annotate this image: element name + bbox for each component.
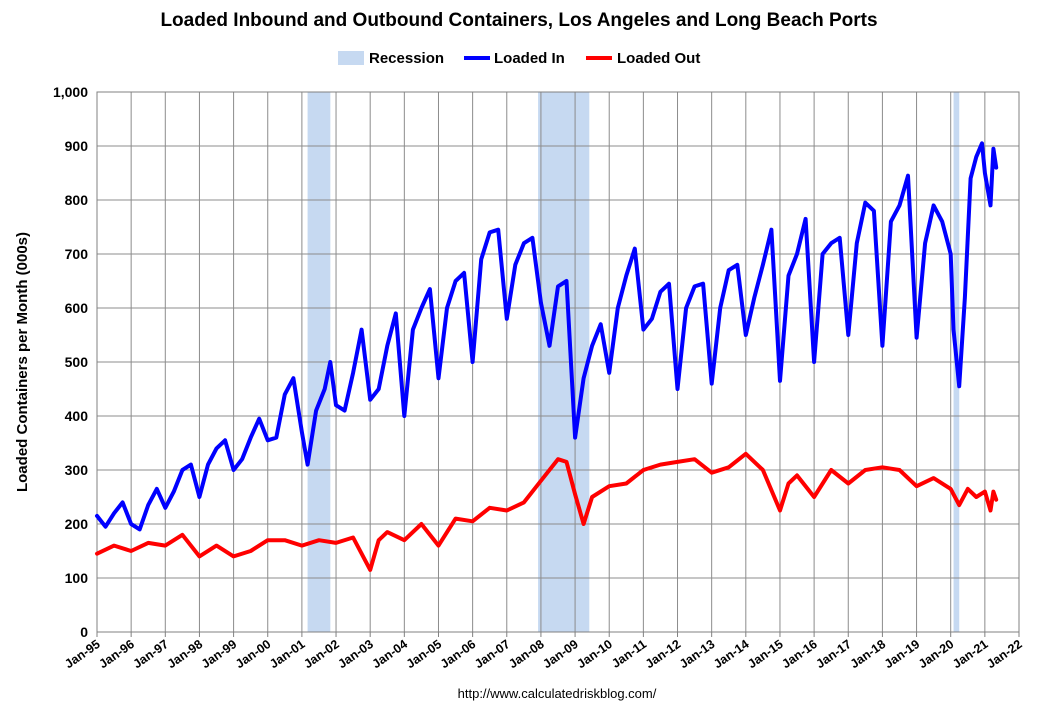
y-tick-label: 200 xyxy=(65,516,89,532)
y-axis-label: Loaded Containers per Month (000s) xyxy=(14,232,31,492)
chart-title: Loaded Inbound and Outbound Containers, … xyxy=(160,10,877,31)
y-tick-label: 500 xyxy=(65,354,89,370)
legend-label-recession: Recession xyxy=(369,50,444,67)
series-lines xyxy=(95,141,999,572)
legend-label-loaded-out: Loaded Out xyxy=(617,50,700,67)
y-tick-label: 300 xyxy=(65,462,89,478)
y-tick-label: 900 xyxy=(65,138,89,154)
series-line-loaded-in xyxy=(95,141,999,532)
legend-swatch-recession xyxy=(338,51,364,65)
y-tick-label: 700 xyxy=(65,246,89,262)
source-label: http://www.calculatedriskblog.com/ xyxy=(458,686,657,701)
y-tick-label: 1,000 xyxy=(53,84,88,100)
gridlines xyxy=(96,91,1020,633)
y-tick-label: 0 xyxy=(80,624,88,640)
series-line-loaded-out xyxy=(95,451,999,572)
y-tick-label: 400 xyxy=(65,408,89,424)
y-tick-label: 800 xyxy=(65,192,89,208)
y-axis-ticks: 0 100 200 300 400 500 600 700 800 900 1,000 xyxy=(53,84,88,640)
plot-border xyxy=(96,91,1020,633)
y-tick-label: 100 xyxy=(65,570,89,586)
legend-label-loaded-in: Loaded In xyxy=(494,50,565,67)
y-tick-label: 600 xyxy=(65,300,89,316)
legend: Recession Loaded In Loaded Out xyxy=(338,50,700,67)
